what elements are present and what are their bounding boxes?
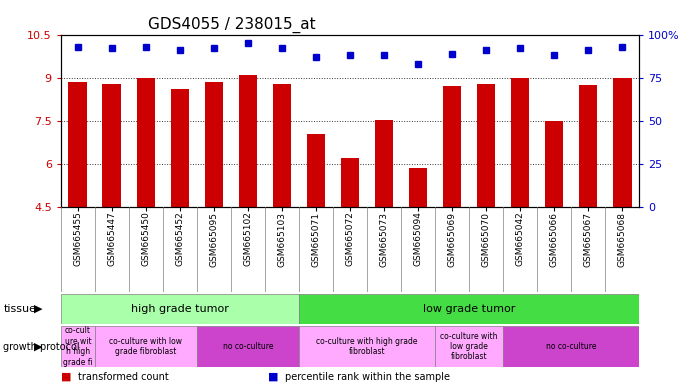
Bar [205,82,223,207]
Bar [435,326,503,367]
Text: GSM665066: GSM665066 [549,212,558,266]
Bar [68,82,87,207]
Bar [61,294,299,324]
Text: ■: ■ [268,372,278,382]
Bar [299,294,639,324]
Bar [511,78,529,207]
Text: tissue: tissue [3,304,37,314]
Text: ▶: ▶ [35,341,43,352]
Text: low grade tumor: low grade tumor [423,304,515,314]
Text: GSM665094: GSM665094 [413,212,422,266]
Bar [238,76,257,207]
Text: ▶: ▶ [35,304,43,314]
Bar [477,84,495,207]
Text: GSM665042: GSM665042 [515,212,524,266]
Text: GSM665072: GSM665072 [346,212,354,266]
Bar [299,326,435,367]
Bar [408,168,428,207]
Text: co-culture with high grade
fibroblast: co-culture with high grade fibroblast [316,337,418,356]
Text: GSM665455: GSM665455 [73,212,82,266]
Text: GSM665070: GSM665070 [482,212,491,266]
Text: GSM665450: GSM665450 [142,212,151,266]
Text: GSM665071: GSM665071 [312,212,321,266]
Bar [95,326,197,367]
Text: growth protocol: growth protocol [3,341,80,352]
Bar [307,134,325,207]
Text: co-cult
ure wit
h high
grade fi: co-cult ure wit h high grade fi [63,326,93,367]
Text: GSM665069: GSM665069 [448,212,457,266]
Bar [613,78,632,207]
Text: GSM665452: GSM665452 [176,212,184,266]
Text: co-culture with
low grade
fibroblast: co-culture with low grade fibroblast [440,332,498,361]
Bar [137,78,155,207]
Bar [197,326,299,367]
Bar [102,84,121,207]
Text: GSM665073: GSM665073 [379,212,388,266]
Text: no co-culture: no co-culture [223,342,273,351]
Bar [61,326,95,367]
Text: co-culture with low
grade fibroblast: co-culture with low grade fibroblast [109,337,182,356]
Bar [375,119,393,207]
Text: percentile rank within the sample: percentile rank within the sample [285,372,451,382]
Text: GSM665447: GSM665447 [107,212,116,266]
Text: GSM665068: GSM665068 [618,212,627,266]
Bar [272,84,292,207]
Text: no co-culture: no co-culture [546,342,596,351]
Bar [443,86,462,207]
Text: transformed count: transformed count [78,372,169,382]
Bar [503,326,639,367]
Text: GSM665095: GSM665095 [209,212,218,266]
Text: high grade tumor: high grade tumor [131,304,229,314]
Bar [171,89,189,207]
Text: GDS4055 / 238015_at: GDS4055 / 238015_at [148,17,315,33]
Bar [341,159,359,207]
Text: GSM665103: GSM665103 [278,212,287,266]
Text: GSM665067: GSM665067 [584,212,593,266]
Text: ■: ■ [61,372,71,382]
Bar [579,85,598,207]
Text: GSM665102: GSM665102 [243,212,252,266]
Bar [545,121,563,207]
